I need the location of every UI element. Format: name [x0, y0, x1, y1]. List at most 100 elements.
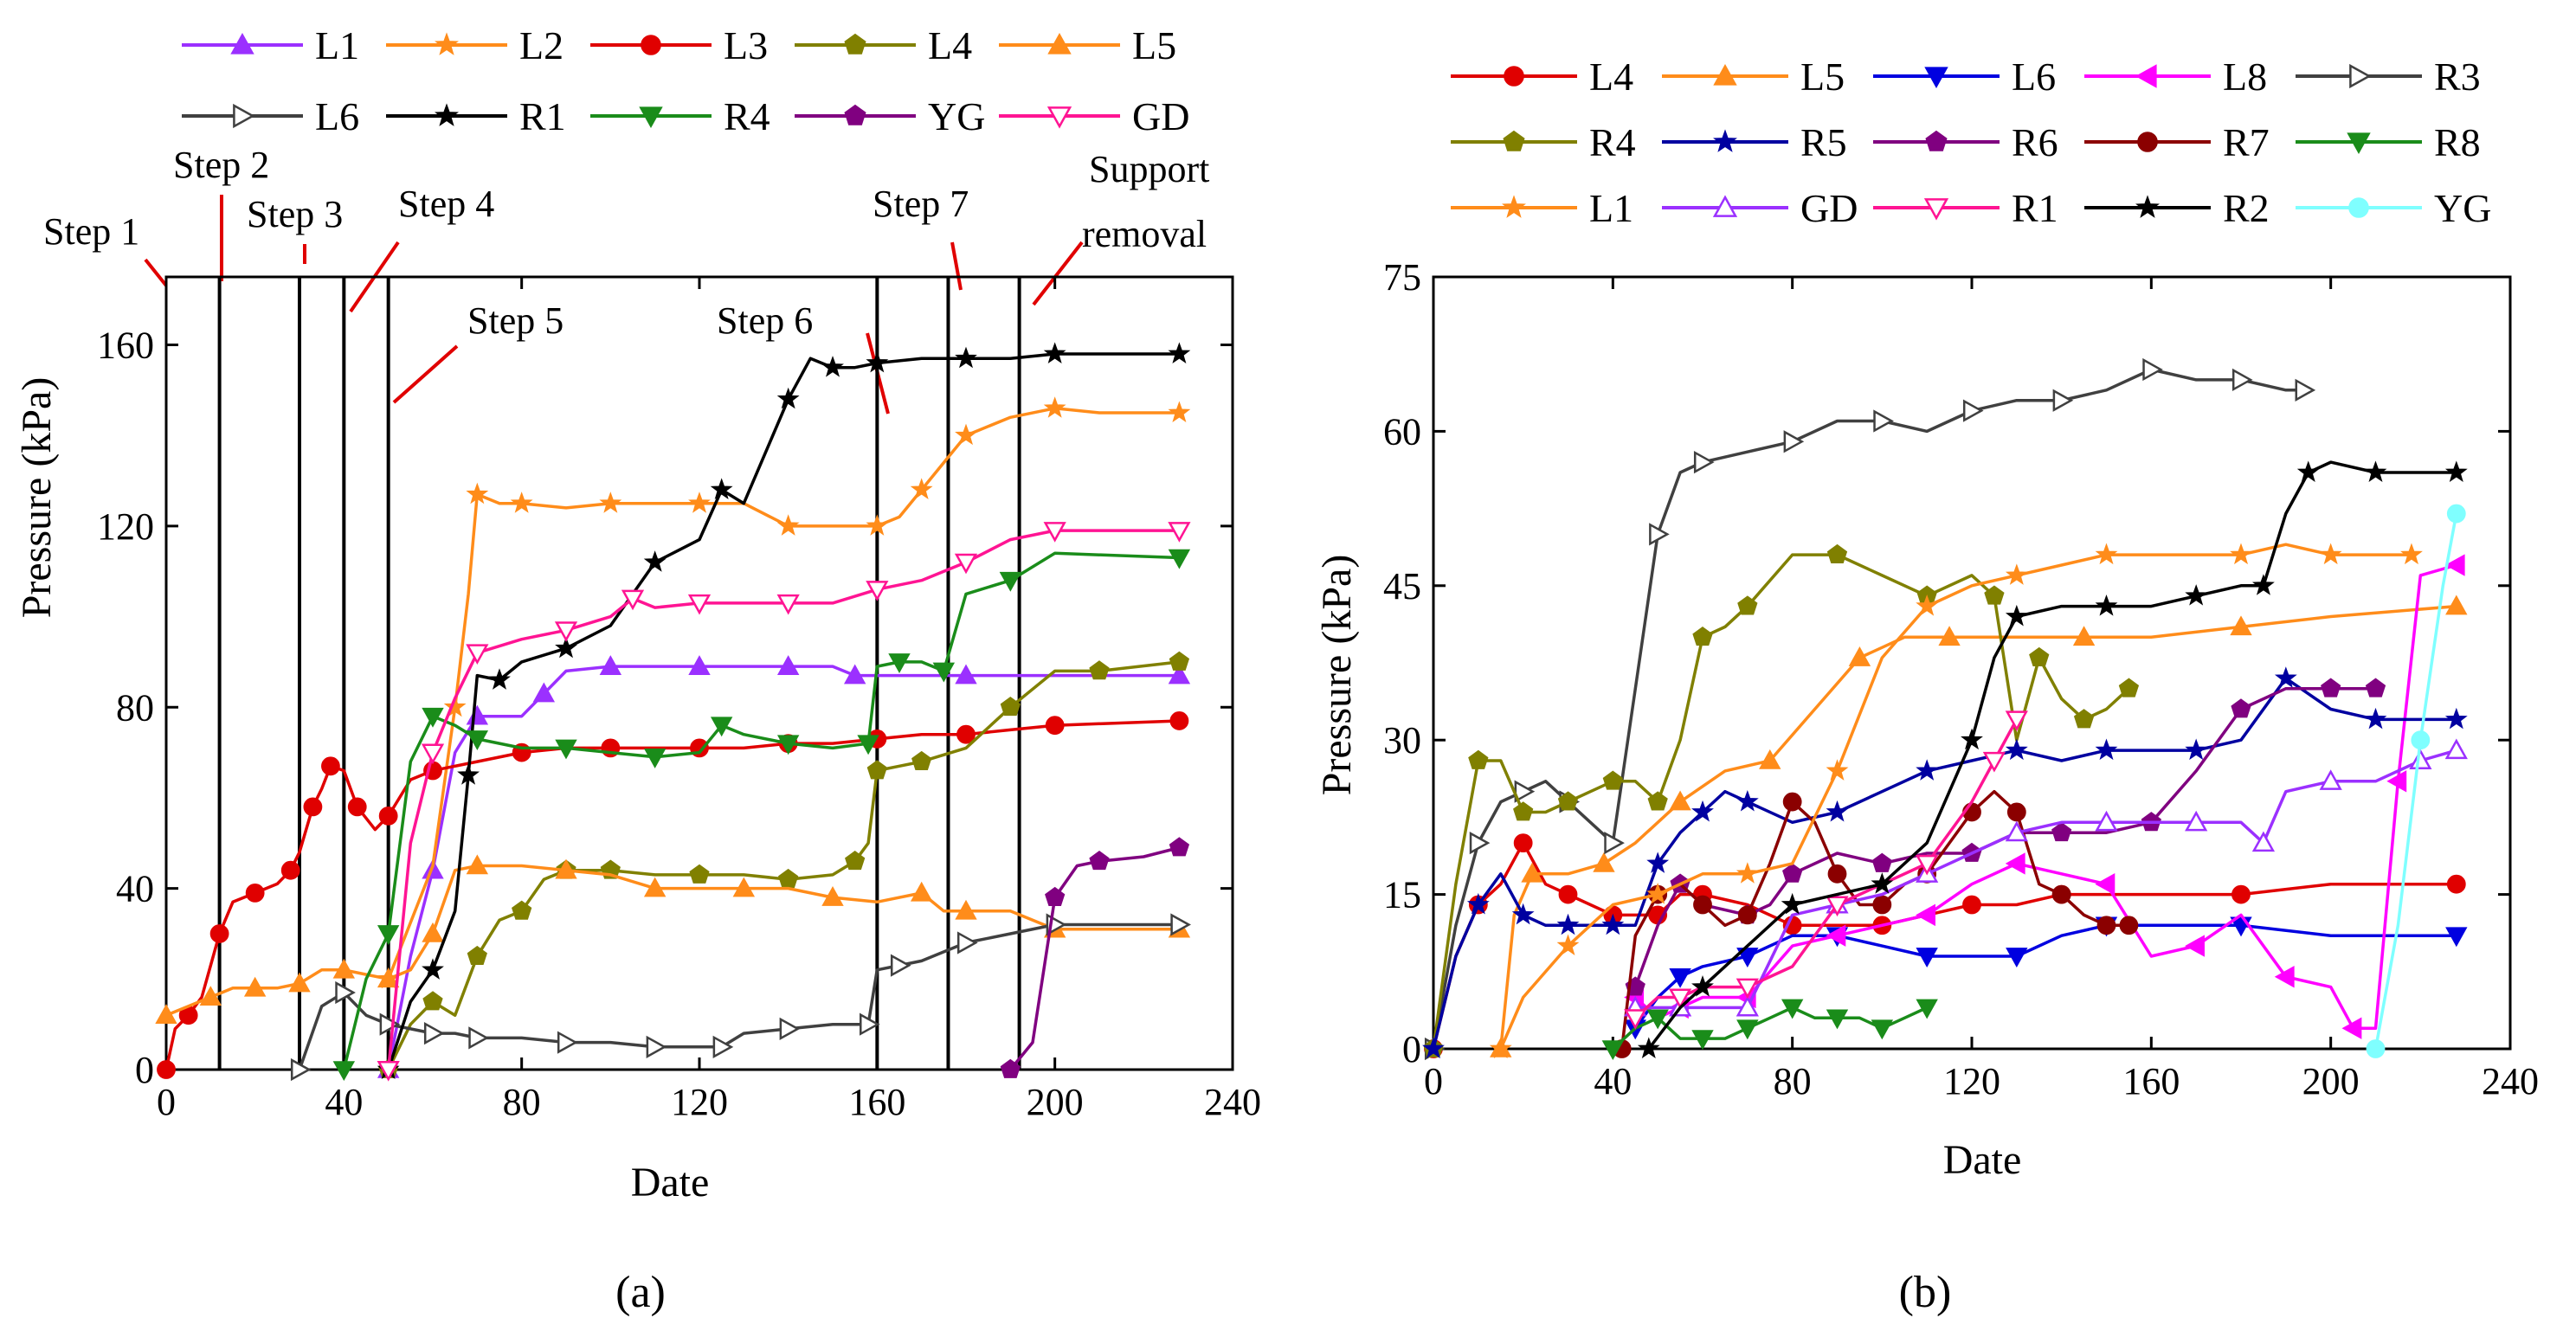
legend-marker [1047, 32, 1072, 55]
data-point-l6 [468, 1026, 489, 1050]
x-tick-label: 120 [671, 1081, 728, 1123]
data-point-l4 [2231, 884, 2251, 904]
annotation-label: Step 4 [398, 183, 494, 225]
data-point-l1 [1556, 934, 1580, 956]
legend-entry-r8: R8 [2296, 120, 2481, 164]
data-point-l1 [1826, 759, 1849, 781]
data-point-r4 [2029, 646, 2050, 666]
data-point-gd [954, 553, 978, 575]
data-point-r4 [555, 739, 577, 760]
legend-entry-l1: L1 [182, 23, 359, 67]
data-point-r3 [1693, 450, 1715, 474]
series-line-r4 [1432, 553, 2130, 1050]
data-point-l6 [646, 1035, 667, 1058]
y-axis-title-b: Pressure (kPa) [1314, 555, 1360, 796]
data-point-r3 [1873, 409, 1894, 433]
step-annotation: Step 7 [873, 183, 969, 291]
series-line-gd [386, 529, 1180, 1070]
data-point-l4 [2446, 874, 2466, 894]
data-point-r8 [1601, 1040, 1625, 1061]
legend-entry-l8: L8 [2084, 55, 2267, 99]
data-point-r1 [776, 387, 800, 409]
y-tick-label: 160 [97, 325, 154, 367]
y-tick-label: 40 [116, 868, 154, 910]
data-point-l1 [532, 682, 556, 703]
annotation-pointer [1032, 241, 1084, 306]
data-point-r8 [1781, 999, 1804, 1019]
data-point-r5 [1646, 852, 1670, 873]
series-yg [2366, 504, 2466, 1058]
legend-entry-r1: R1 [386, 94, 566, 138]
legend-label: L1 [315, 23, 359, 67]
data-point-l4 [689, 864, 710, 884]
x-tick-label: 0 [157, 1081, 176, 1123]
data-point-r1 [1168, 342, 1191, 363]
series-l6 [1624, 916, 2468, 1040]
data-point-l8 [2185, 935, 2205, 957]
data-point-l5 [732, 877, 756, 897]
data-point-l8 [2341, 1017, 2362, 1039]
series-yg [1000, 837, 1190, 1078]
data-point-l1 [688, 655, 711, 675]
legend-label: R2 [2223, 186, 2270, 230]
data-point-l3 [347, 797, 367, 817]
data-point-l6 [1736, 948, 1759, 968]
legend-entry-gd: GD [1662, 186, 1858, 230]
data-point-r8 [1826, 1009, 1849, 1030]
data-point-l5 [422, 922, 444, 942]
data-point-l1 [843, 664, 866, 685]
data-point-r8 [1871, 1019, 1894, 1040]
data-point-r3 [2142, 357, 2163, 382]
legend-a: L1 L2 L3 L4 L5 L6 R1 R4 YG GD [182, 23, 1189, 138]
y-tick-label: 30 [1383, 719, 1421, 762]
x-tick-label: 120 [1943, 1060, 2000, 1102]
data-point-l3 [209, 924, 229, 943]
series-r3 [1424, 357, 2316, 1061]
annotation-label: Step 7 [873, 183, 969, 225]
data-point-l4 [422, 991, 443, 1011]
data-point-l2 [866, 514, 889, 536]
data-point-r5 [2185, 738, 2208, 761]
data-point-yg [1089, 850, 1110, 871]
legend-label: R6 [2012, 120, 2058, 164]
data-point-r5 [1466, 892, 1490, 915]
data-point-l5 [1669, 790, 1691, 811]
data-point-r7 [2119, 916, 2139, 935]
series-l2 [377, 396, 1191, 989]
data-point-r1 [643, 550, 667, 572]
legend-marker [844, 33, 866, 55]
annotation-label: Step 6 [717, 299, 813, 342]
series-line-yg [1008, 845, 1180, 1071]
legend-marker [1713, 63, 1737, 86]
data-point-r1 [422, 958, 444, 980]
data-point-l3 [1169, 711, 1189, 730]
data-point-gd [621, 589, 645, 611]
data-point-l8 [1916, 903, 1935, 927]
legend-entry-l5: L5 [999, 23, 1176, 67]
legend-entry-r3: R3 [2296, 55, 2481, 99]
data-point-r4 [1468, 749, 1489, 769]
data-point-l3 [157, 1060, 176, 1079]
legend-marker [1503, 130, 1525, 151]
data-point-l2 [510, 492, 533, 513]
legend-b: L4 L5 L6 L8 R3 R4 R5 R6 R7 R8 L1 GD R1 R2 YG [1451, 55, 2491, 230]
data-point-l5 [955, 899, 977, 920]
data-point-l5 [1521, 862, 1543, 883]
series-r5 [1422, 666, 2468, 1058]
data-point-l4 [1169, 651, 1190, 671]
data-point-gd [2409, 749, 2432, 770]
data-point-r2 [1637, 1037, 1660, 1058]
data-point-l4 [911, 750, 932, 770]
data-point-l5 [2072, 626, 2096, 646]
data-point-yg [2411, 730, 2431, 750]
data-point-r2 [2444, 460, 2468, 482]
legend-label: R8 [2434, 120, 2481, 164]
data-point-l2 [599, 492, 622, 513]
data-point-r1 [2005, 710, 2028, 731]
data-point-l3 [378, 806, 398, 826]
data-point-r2 [2364, 460, 2387, 482]
legend-marker [844, 104, 866, 125]
legend-entry-r2: R2 [2084, 186, 2270, 230]
data-point-yg [1045, 886, 1066, 906]
data-point-r4 [1984, 585, 2005, 605]
